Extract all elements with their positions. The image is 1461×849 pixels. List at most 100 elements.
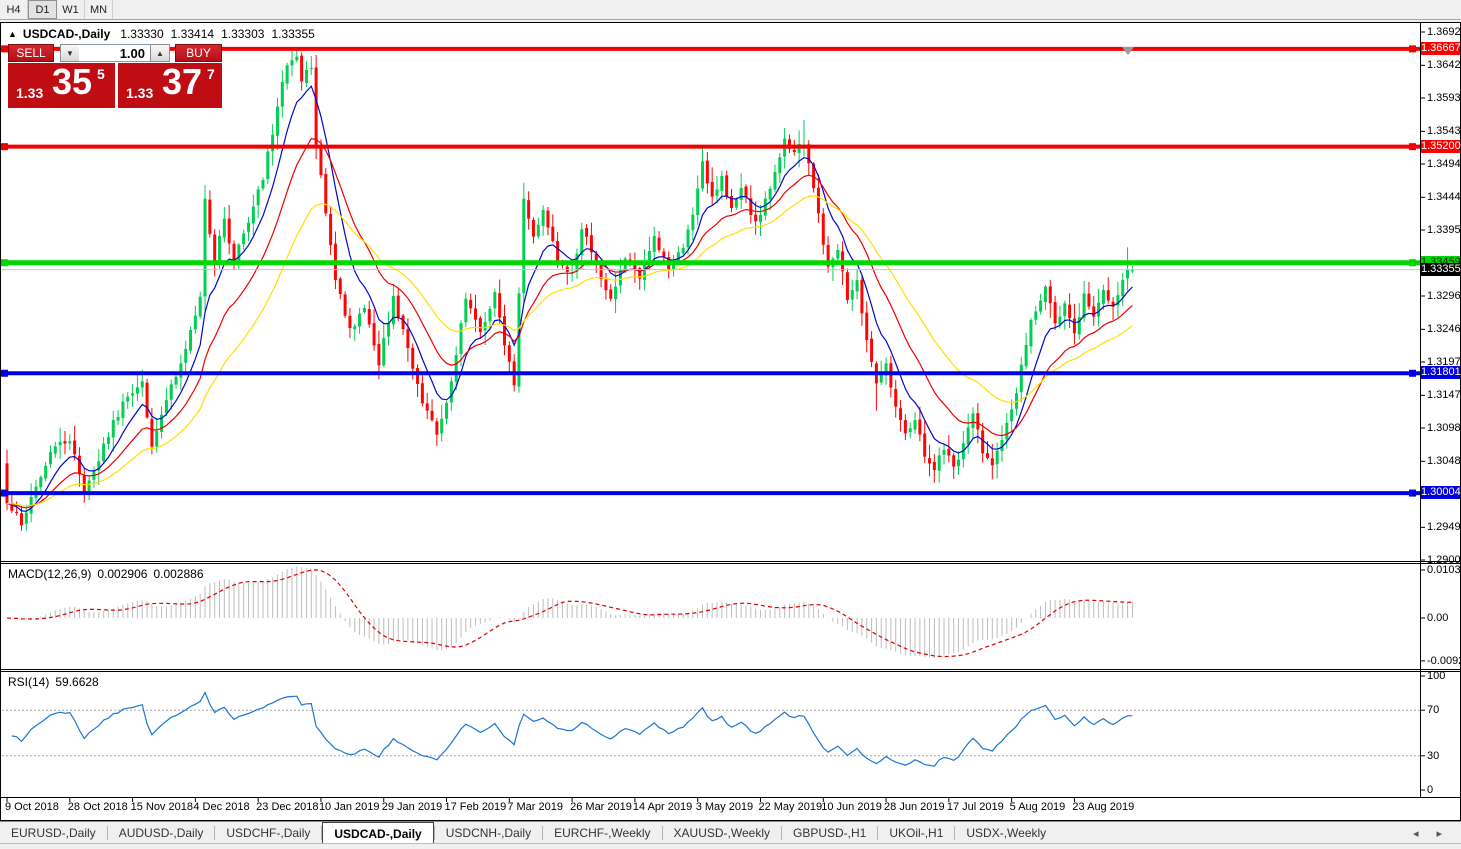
chart-tab-eurchf-weekly[interactable]: EURCHF-,Weekly — [554, 826, 651, 840]
status-strip — [0, 843, 1461, 849]
date-axis-label: 3 May 2019 — [695, 801, 754, 813]
buy-price-panel[interactable]: 1.33 37 7 — [118, 61, 222, 108]
ohlc-high: 1.33414 — [170, 27, 215, 41]
macd-name: MACD(12,26,9) — [8, 567, 92, 581]
timeframe-button-w1[interactable]: W1 — [57, 0, 85, 19]
price-axis-tick: 1.35930 — [1427, 92, 1461, 104]
macd-axis-tick: -0.009203 — [1427, 654, 1461, 667]
date-axis-label: 23 Aug 2019 — [1072, 801, 1135, 813]
ohlc-open: 1.33330 — [120, 27, 164, 41]
rsi-value: 59.6628 — [55, 675, 99, 689]
chart-title-bar: ▲ USDCAD-,Daily 1.33330 1.33414 1.33303 1.333… — [8, 27, 322, 41]
chart-tab-eurusd-daily[interactable]: EURUSD-,Daily — [11, 826, 96, 840]
volume-decrease-button[interactable]: ▼ — [60, 44, 80, 62]
date-axis-label: 5 Aug 2019 — [1009, 801, 1066, 813]
rsi-axis-tick: 30 — [1427, 749, 1440, 762]
tab-divider — [781, 826, 782, 840]
timeframe-button-mn[interactable]: MN — [85, 0, 113, 19]
chart-tab-ukoil-h1[interactable]: UKOil-,H1 — [889, 826, 944, 840]
chart-tab-usdcad-daily[interactable]: USDCAD-,Daily — [322, 822, 434, 844]
chart-tab-usdchf-daily[interactable]: USDCHF-,Daily — [226, 826, 311, 840]
rsi-indicator-label: RSI(14) 59.6628 — [8, 675, 105, 689]
timeframe-button-h4[interactable]: H4 — [0, 0, 28, 19]
price-axis-tick: 1.31470 — [1427, 389, 1461, 402]
chart-window[interactable]: ▲ USDCAD-,Daily 1.33330 1.33414 1.33303 1.333… — [0, 22, 1461, 821]
price-axis-tick: 1.33950 — [1427, 224, 1461, 236]
buy-price-big-digits: 37 — [162, 61, 203, 102]
sell-price-pip-digit: 5 — [97, 66, 105, 82]
price-level-badge: 1.35200 — [1421, 139, 1461, 153]
macd-indicator-label: MACD(12,26,9) 0.002906 0.002886 — [8, 567, 210, 581]
chart-shift-marker-icon[interactable] — [1122, 47, 1134, 55]
macd-axis-tick: 0.010311 — [1427, 564, 1461, 576]
price-level-badge: 1.31801 — [1421, 366, 1461, 380]
chart-symbol-label: USDCAD-,Daily — [22, 27, 111, 41]
price-axis-tick: 1.30980 — [1427, 422, 1461, 434]
rsi-axis-tick: 70 — [1427, 704, 1440, 717]
date-axis-label: 23 Dec 2018 — [256, 801, 319, 813]
sell-price-big-digits: 35 — [52, 61, 93, 102]
date-axis-label: 4 Dec 2018 — [193, 801, 250, 813]
rsi-name: RSI(14) — [8, 675, 50, 689]
macd-value-signal: 0.002886 — [153, 567, 204, 581]
chart-tab-audusd-daily[interactable]: AUDUSD-,Daily — [118, 826, 204, 840]
volume-increase-button[interactable]: ▲ — [150, 44, 170, 62]
price-axis-tick: 1.31970 — [1427, 356, 1461, 368]
tab-divider — [954, 826, 956, 840]
tab-divider — [877, 826, 879, 840]
chart-tab-xauusd-weekly[interactable]: XAUUSD-,Weekly — [673, 826, 770, 840]
price-axis-tick: 1.32960 — [1427, 290, 1461, 302]
price-level-badge: 1.33355 — [1421, 262, 1461, 276]
tab-divider — [433, 826, 435, 840]
date-axis-label: 15 Nov 2018 — [130, 801, 193, 813]
price-axis-tick: 1.36420 — [1427, 59, 1461, 72]
date-axis-label: 22 May 2019 — [758, 801, 823, 813]
price-axis-tick: 1.35430 — [1427, 125, 1461, 138]
tab-divider — [321, 826, 323, 840]
tab-scroll-left-icon[interactable]: ◂ — [1412, 827, 1419, 840]
chart-tab-bar: EURUSD-,Daily AUDUSD-,Daily USDCHF-,Daily U… — [0, 821, 1461, 844]
tab-divider — [542, 826, 544, 840]
tab-divider — [661, 826, 663, 840]
price-axis-tick: 1.30480 — [1427, 455, 1461, 468]
price-axis-tick: 1.36920 — [1427, 26, 1461, 38]
sell-price-prefix: 1.33 — [16, 85, 44, 101]
chart-tab-usdcnh-daily[interactable]: USDCNH-,Daily — [445, 826, 532, 840]
price-level-badge: 1.30004 — [1421, 486, 1461, 500]
window-collapse-icon[interactable]: ▲ — [8, 29, 17, 39]
timeframe-button-d1[interactable]: D1 — [28, 0, 57, 19]
tab-divider — [106, 826, 108, 840]
volume-input[interactable] — [79, 44, 151, 62]
date-axis-label: 28 Oct 2018 — [67, 801, 128, 813]
date-axis-label: 14 Apr 2019 — [632, 801, 693, 813]
tab-scroll-right-icon[interactable]: ▸ — [1436, 827, 1442, 840]
rsi-axis-tick: 100 — [1427, 670, 1446, 682]
buy-price-prefix: 1.33 — [126, 85, 154, 101]
date-axis-label: 10 Jan 2019 — [318, 801, 380, 813]
price-axis-tick: 1.34440 — [1427, 191, 1461, 204]
date-axis-label: 29 Jan 2019 — [381, 801, 443, 813]
rsi-axis-tick: 0 — [1427, 784, 1434, 796]
ohlc-close: 1.33355 — [271, 27, 315, 41]
timeframe-toolbar: H4 D1 W1 MN — [0, 0, 1461, 20]
buy-button[interactable]: BUY — [175, 44, 222, 62]
price-level-badge: 1.36667 — [1421, 41, 1461, 55]
tab-scroll-controls: ◂ ▸ — [1404, 822, 1461, 844]
trade-controls-row: SELL ▼ ▲ BUY — [8, 44, 222, 62]
date-axis-label: 9 Oct 2018 — [5, 801, 59, 813]
sell-button[interactable]: SELL — [8, 44, 54, 62]
ohlc-low: 1.33303 — [221, 27, 265, 41]
price-axis-tick: 1.29490 — [1427, 521, 1461, 534]
price-axis-tick: 1.29000 — [1427, 554, 1461, 566]
tab-divider — [214, 826, 216, 840]
buy-price-pip-digit: 7 — [207, 66, 215, 82]
sell-price-panel[interactable]: 1.33 35 5 — [8, 61, 115, 108]
date-axis-label: 10 Jun 2019 — [821, 801, 882, 813]
price-axis-tick: 1.34940 — [1427, 158, 1461, 170]
chart-tab-usdx-weekly[interactable]: USDX-,Weekly — [966, 826, 1047, 840]
macd-axis-tick: 0.00 — [1427, 612, 1449, 624]
chart-tab-gbpusd-h1[interactable]: GBPUSD-,H1 — [793, 826, 867, 840]
date-axis-label: 26 Mar 2019 — [570, 801, 632, 813]
